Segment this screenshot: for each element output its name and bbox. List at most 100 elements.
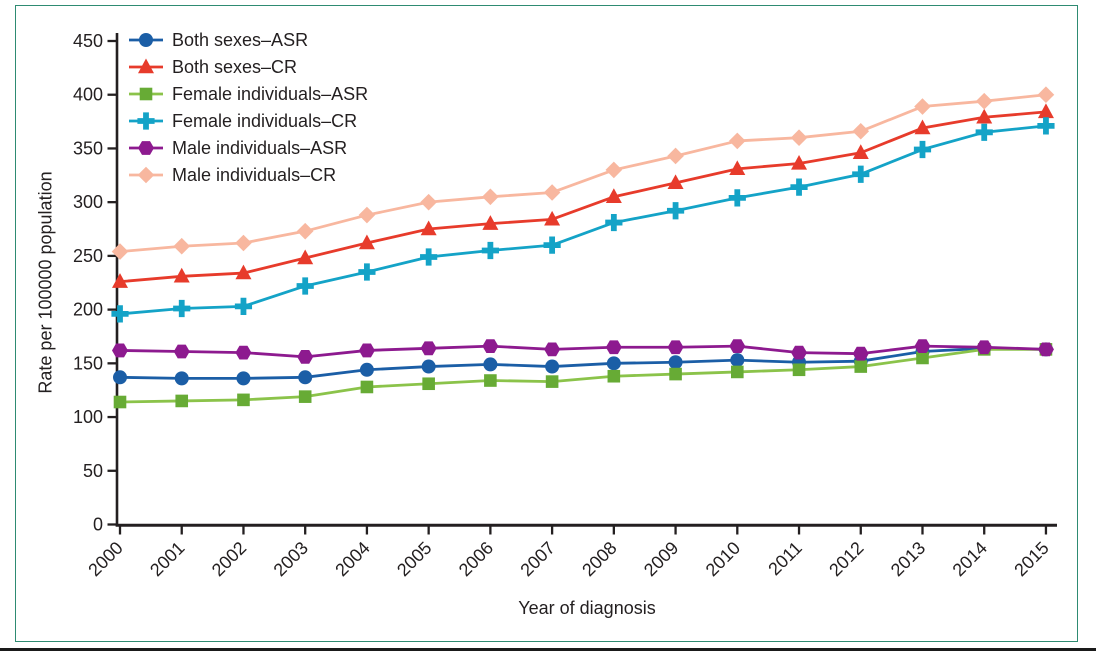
series-markers	[112, 103, 1054, 288]
diamond-marker	[729, 132, 746, 150]
x-tick-label: 2008	[578, 538, 620, 580]
plus-marker	[852, 165, 870, 183]
x-tick-label: 2002	[208, 538, 250, 580]
x-tick-label: 2007	[516, 538, 558, 580]
square-marker	[422, 377, 435, 391]
series-line	[119, 346, 1046, 380]
square-marker	[545, 375, 559, 388]
legend-item-female-individuals-cr: Female individuals–CR	[129, 111, 357, 131]
legend-item-both-sexes-asr: Both sexes–ASR	[129, 30, 308, 50]
plus-marker	[975, 123, 993, 141]
diamond-marker	[235, 234, 252, 252]
y-tick-label: 50	[83, 461, 103, 481]
x-tick-label: 2010	[702, 538, 744, 580]
hexagon-marker	[852, 346, 869, 361]
square-marker	[916, 351, 929, 365]
plus-marker	[137, 112, 155, 130]
plus-marker	[913, 140, 932, 159]
square-marker	[298, 390, 312, 403]
legend-item-female-individuals-asr: Female individuals–ASR	[129, 84, 368, 104]
x-tick-label: 2004	[331, 538, 373, 580]
circle-marker	[236, 371, 251, 386]
circle-marker	[359, 362, 374, 377]
circle-marker	[483, 357, 498, 372]
y-tick-label: 100	[73, 407, 103, 427]
plus-marker	[111, 305, 129, 323]
diamond-marker	[1037, 86, 1055, 104]
triangle-marker	[729, 160, 746, 176]
legend: Both sexes–ASR Both sexes–CR Female indivi…	[129, 30, 368, 185]
legend-label: Male individuals–CR	[172, 165, 336, 185]
plus-marker	[481, 241, 499, 260]
legend-item-male-individuals-cr: Male individuals–CR	[129, 165, 336, 185]
circle-marker	[139, 33, 153, 47]
circle-marker	[730, 353, 745, 368]
triangle-marker	[482, 215, 499, 230]
x-tick-label: 2001	[146, 538, 188, 580]
triangle-marker	[138, 58, 154, 74]
series-line	[119, 110, 1047, 284]
plus-marker	[173, 299, 191, 318]
square-marker	[175, 394, 189, 408]
triangle-marker	[173, 267, 190, 283]
triangle-marker	[976, 108, 993, 124]
square-marker	[669, 367, 682, 381]
triangle-marker	[791, 154, 808, 170]
circle-marker	[174, 371, 189, 386]
hexagon-marker	[667, 340, 684, 355]
series-both-sexes-cr	[112, 103, 1054, 288]
square-marker	[237, 393, 250, 407]
figure-border	[15, 5, 1078, 642]
hexagon-marker	[544, 342, 561, 357]
series-male-individuals-asr	[112, 339, 1054, 364]
legend-item-male-individuals-asr: Male individuals–ASR	[129, 138, 347, 158]
series-female-individuals-asr	[113, 343, 1053, 409]
circle-marker	[606, 356, 621, 371]
circle-marker	[545, 359, 560, 374]
hexagon-marker	[1037, 342, 1054, 357]
triangle-marker	[852, 144, 869, 159]
x-tick-label: 2015	[1010, 538, 1052, 580]
legend-label: Female individuals–ASR	[172, 84, 368, 104]
series-line	[119, 93, 1047, 253]
bottom-rule	[0, 648, 1096, 651]
hexagon-marker	[112, 343, 128, 358]
x-axis-title: Year of diagnosis	[518, 598, 656, 618]
series-markers	[112, 339, 1054, 364]
hexagon-marker	[791, 345, 808, 360]
plus-marker	[605, 213, 623, 232]
hexagon-marker	[297, 349, 314, 364]
series-line	[119, 347, 1046, 404]
plus-marker	[666, 202, 685, 220]
legend-label: Both sexes–CR	[172, 57, 297, 77]
series-markers	[111, 117, 1055, 323]
diamond-marker	[420, 193, 437, 211]
diamond-marker	[605, 161, 623, 179]
hexagon-marker	[358, 343, 375, 358]
triangle-marker	[420, 220, 437, 236]
y-tick-label: 350	[73, 138, 103, 158]
triangle-marker	[1037, 103, 1054, 119]
square-marker	[792, 363, 806, 377]
plus-marker	[234, 297, 253, 315]
y-tick-label: 200	[73, 300, 103, 320]
diamond-marker	[173, 237, 191, 255]
triangle-marker	[112, 273, 128, 288]
diamond-marker	[111, 243, 129, 260]
x-tick-label: 2006	[455, 538, 497, 580]
hexagon-marker	[173, 344, 190, 359]
x-tick-label: 2014	[949, 538, 991, 580]
square-marker	[139, 87, 153, 101]
y-tick-label: 250	[73, 246, 103, 266]
y-axis-title: Rate per 100000 population	[35, 171, 56, 394]
x-tick-label: 2012	[825, 538, 867, 580]
hexagon-marker	[976, 340, 993, 355]
diamond-marker	[358, 206, 376, 224]
triangle-marker	[297, 249, 314, 265]
diamond-marker	[790, 129, 808, 146]
y-axis-ticks: 0 50 100 150 200 250 300 350 400 450	[73, 31, 117, 535]
x-tick-label: 2013	[887, 538, 929, 580]
plus-marker	[1037, 117, 1055, 135]
circle-marker	[298, 370, 313, 385]
